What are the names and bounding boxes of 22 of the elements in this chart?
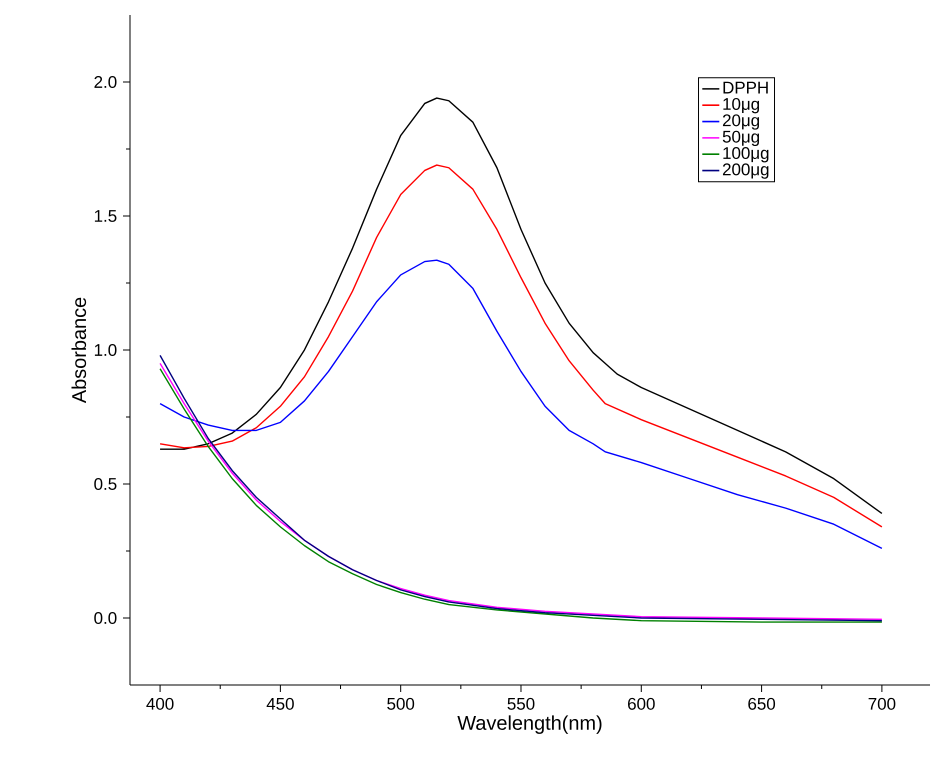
y-tick-label: 0.5 (94, 478, 116, 490)
y-axis-title: Absorbance (71, 298, 86, 404)
legend-label: 10μg (723, 98, 760, 114)
x-tick-label: 400 (146, 698, 174, 710)
x-axis-title: Wavelength(nm) (457, 715, 602, 734)
x-tick-label: 700 (868, 698, 896, 710)
legend-label: 20μg (722, 114, 760, 130)
y-tick-label: 1.5 (94, 210, 116, 222)
x-tick-label: 550 (508, 698, 534, 710)
x-tick-label: 600 (628, 698, 655, 710)
legend-label: DPPH (723, 82, 768, 94)
line-series (159, 260, 883, 550)
x-tick-label: 500 (387, 698, 414, 710)
legend-label: 50μg (722, 130, 760, 146)
y-tick-label: 1.0 (94, 344, 117, 356)
x-tick-label: 650 (748, 698, 776, 710)
y-tick-label: 2.0 (94, 76, 117, 88)
legend-label: 100μg (723, 147, 768, 162)
x-tick-label: 450 (266, 698, 294, 710)
y-tick-label: 0.0 (94, 612, 117, 624)
legend-label: 200μg (722, 163, 768, 179)
line-series (159, 164, 883, 528)
